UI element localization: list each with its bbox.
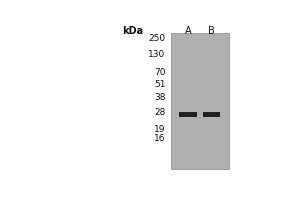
Text: 28: 28 (154, 108, 165, 117)
Text: 38: 38 (154, 93, 165, 102)
Text: A: A (185, 26, 191, 36)
Text: 16: 16 (154, 134, 165, 143)
Text: kDa: kDa (122, 26, 143, 36)
Text: 130: 130 (148, 50, 165, 59)
Text: 250: 250 (148, 34, 165, 43)
Text: 70: 70 (154, 68, 165, 77)
Text: B: B (208, 26, 215, 36)
Bar (203, 112, 220, 117)
Bar (179, 112, 197, 117)
Text: 51: 51 (154, 80, 165, 89)
Bar (171, 33, 229, 169)
Text: 19: 19 (154, 125, 165, 134)
